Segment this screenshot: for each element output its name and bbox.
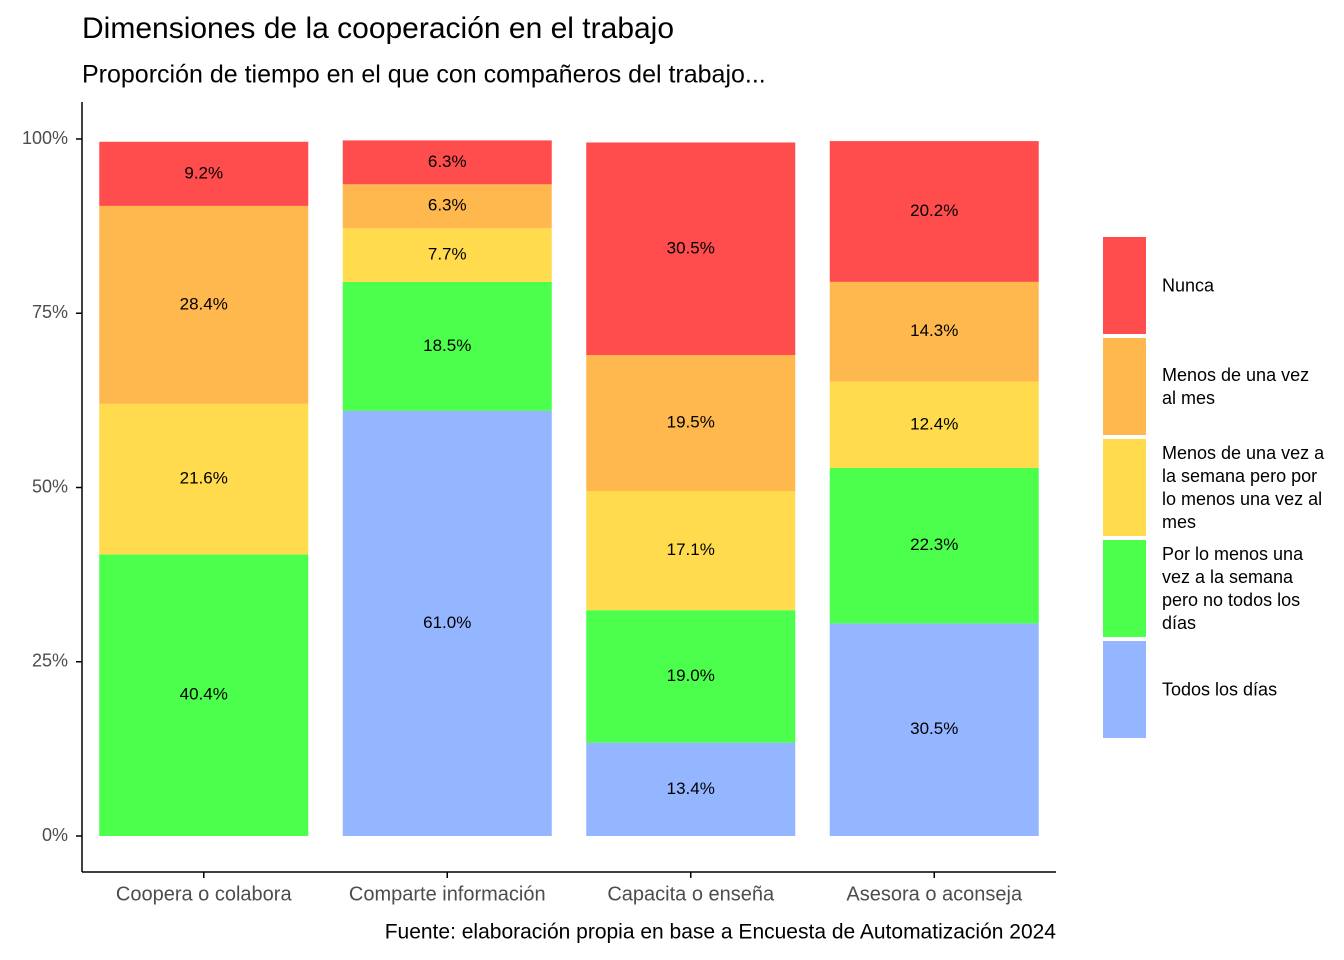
legend-key	[1103, 237, 1146, 334]
y-tick-label: 50%	[32, 476, 68, 496]
bar-segment	[99, 205, 309, 404]
value-label: 9.2%	[184, 163, 223, 182]
bar-segment	[342, 140, 552, 185]
x-tick-label: Asesora o aconseja	[846, 883, 1023, 905]
legend-key	[1103, 439, 1146, 536]
bar-segment	[586, 490, 796, 611]
value-label: 30.5%	[910, 719, 958, 738]
value-label: 18.5%	[423, 336, 471, 355]
value-label: 22.3%	[910, 535, 958, 554]
bar-segment	[586, 355, 796, 491]
bar-segment	[586, 610, 796, 743]
x-tick-label: Capacita o enseña	[607, 883, 775, 905]
value-label: 20.2%	[910, 201, 958, 220]
legend-label: Todos los días	[1162, 679, 1278, 699]
legend-key	[1103, 641, 1146, 738]
value-label: 40.4%	[180, 685, 228, 704]
bar-segment	[342, 281, 552, 411]
y-tick-label: 100%	[22, 128, 68, 148]
value-label: 6.3%	[428, 152, 467, 171]
bar-segment	[586, 142, 796, 356]
bar-segment	[99, 141, 309, 206]
value-label: 12.4%	[910, 414, 958, 433]
value-label: 6.3%	[428, 196, 467, 215]
chart-title: Dimensiones de la cooperación en el trab…	[82, 12, 674, 45]
value-label: 19.5%	[667, 413, 715, 432]
value-label: 17.1%	[667, 540, 715, 559]
bar-segment	[829, 623, 1039, 836]
bar-segment	[99, 403, 309, 555]
legend-label: Menos de una vez a la semana pero por lo…	[1162, 442, 1325, 532]
chart-subtitle: Proporción de tiempo en el que con compa…	[82, 61, 766, 89]
value-label: 19.0%	[667, 666, 715, 685]
bar-segment	[586, 742, 796, 836]
bar-segment	[342, 184, 552, 229]
value-label: 61.0%	[423, 613, 471, 632]
x-tick-label: Coopera o colabora	[116, 883, 293, 905]
x-tick-label: Comparte información	[349, 883, 546, 905]
value-label: 28.4%	[180, 294, 228, 313]
bar-segment	[829, 281, 1039, 382]
bar-segment	[99, 554, 309, 836]
bar-segment	[829, 141, 1039, 282]
value-label: 21.6%	[180, 469, 228, 488]
value-label: 30.5%	[667, 238, 715, 257]
value-label: 7.7%	[428, 245, 467, 264]
legend-label: Por lo menos una vez a la semana pero no…	[1162, 543, 1304, 633]
value-label: 14.3%	[910, 321, 958, 340]
legend-label: Nunca	[1162, 275, 1215, 295]
y-tick-label: 25%	[32, 651, 68, 671]
bar-segment	[342, 228, 552, 282]
y-tick-label: 0%	[42, 825, 68, 845]
bar-segment	[829, 381, 1039, 468]
y-tick-label: 75%	[32, 302, 68, 322]
bar-segment	[829, 467, 1039, 624]
legend-label: Menos de una vez al mes	[1162, 364, 1310, 408]
legend-key	[1103, 540, 1146, 637]
bar-segment	[342, 410, 552, 836]
caption: Fuente: elaboración propia en base a Enc…	[385, 921, 1057, 944]
legend-key	[1103, 338, 1146, 435]
value-label: 13.4%	[667, 779, 715, 798]
